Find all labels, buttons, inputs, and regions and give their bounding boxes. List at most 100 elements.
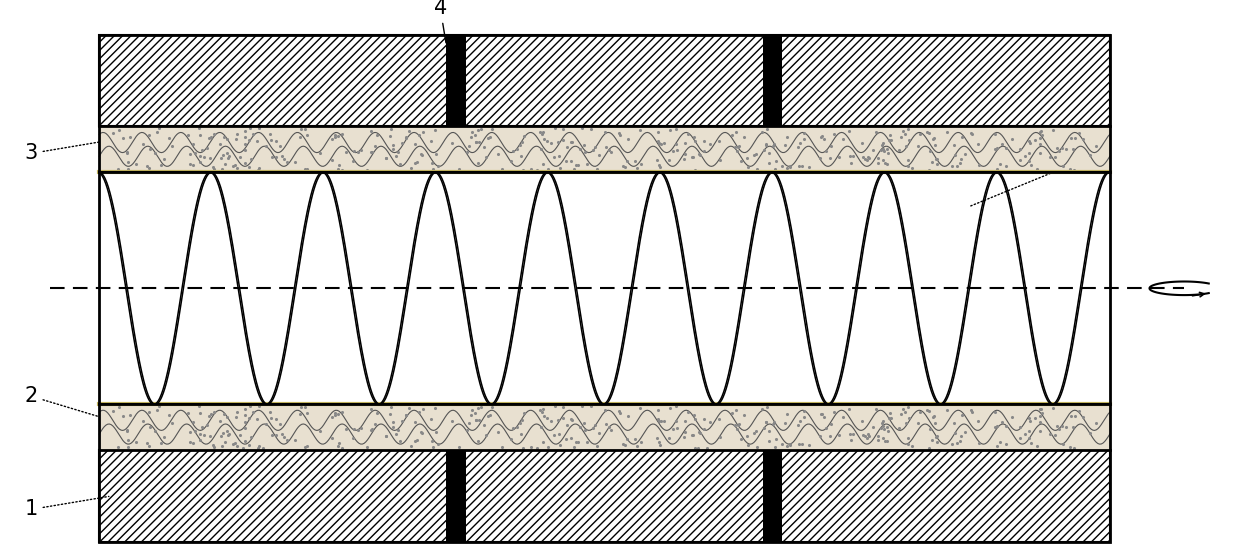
Point [587, 442, 606, 451]
Point [533, 437, 553, 446]
Point [1064, 166, 1084, 175]
Point [295, 125, 315, 134]
Point [880, 136, 900, 145]
Point [711, 155, 730, 164]
Point [573, 402, 593, 411]
Point [898, 402, 918, 411]
Text: 3: 3 [25, 141, 109, 163]
Point [1064, 444, 1084, 453]
Point [267, 430, 286, 439]
Point [210, 417, 229, 426]
Point [223, 162, 243, 171]
Point [205, 129, 224, 138]
Point [738, 162, 758, 171]
Point [725, 127, 745, 136]
Point [673, 154, 693, 163]
Point [694, 414, 714, 423]
Point [727, 147, 746, 156]
Point [544, 431, 564, 440]
Point [253, 166, 273, 175]
Point [919, 165, 939, 174]
Point [660, 434, 680, 442]
Text: 1: 1 [25, 497, 109, 519]
Point [248, 444, 268, 453]
Point [920, 424, 940, 433]
Point [295, 403, 315, 412]
Point [961, 406, 981, 415]
Point [873, 418, 893, 427]
Point [118, 157, 138, 166]
Point [651, 139, 671, 148]
Point [756, 418, 776, 427]
Point [689, 150, 709, 158]
Point [512, 415, 532, 424]
Point [738, 440, 758, 449]
Point [1002, 413, 1022, 422]
Point [218, 153, 238, 162]
Point [618, 156, 637, 165]
Point [218, 431, 238, 440]
Point [413, 405, 433, 414]
Point [466, 138, 486, 147]
Bar [99, 35, 1110, 127]
Bar [763, 450, 782, 542]
Point [113, 411, 133, 420]
Point [874, 158, 894, 167]
Point [919, 443, 939, 452]
Point [1080, 151, 1100, 160]
Point [425, 403, 445, 412]
Point [392, 138, 412, 147]
Point [210, 139, 229, 148]
Point [873, 144, 893, 153]
Point [952, 133, 972, 142]
Text: 4: 4 [434, 0, 446, 43]
Point [565, 160, 585, 169]
Point [211, 431, 231, 440]
Point [227, 412, 247, 421]
Point [921, 158, 941, 167]
Point [753, 405, 773, 414]
Point [529, 127, 549, 136]
Point [682, 431, 702, 440]
Point [409, 130, 429, 139]
Point [212, 442, 232, 451]
Point [198, 133, 218, 142]
Point [332, 130, 352, 139]
Point [548, 415, 568, 424]
Point [532, 145, 552, 153]
Point [405, 417, 425, 426]
Point [795, 135, 815, 144]
Point [227, 163, 247, 172]
Point [853, 153, 873, 162]
Point [821, 419, 841, 428]
Point [789, 421, 808, 430]
Point [1053, 439, 1073, 448]
Point [482, 402, 502, 411]
Point [185, 426, 205, 435]
Point [601, 147, 621, 156]
Point [549, 151, 569, 160]
Point [1027, 442, 1047, 451]
Point [489, 150, 508, 158]
Point [480, 410, 500, 419]
Point [513, 409, 533, 418]
Point [469, 137, 489, 146]
Point [203, 163, 223, 172]
Point [249, 124, 269, 133]
Point [236, 424, 255, 432]
Point [682, 153, 702, 162]
Point [1040, 430, 1060, 439]
Point [429, 161, 449, 170]
Point [133, 139, 153, 148]
Point [507, 422, 527, 431]
Point [217, 135, 237, 144]
Point [120, 132, 140, 141]
Point [763, 420, 782, 429]
Point [151, 160, 171, 169]
Point [775, 141, 795, 150]
Point [291, 402, 311, 411]
Point [916, 128, 936, 137]
Point [777, 132, 797, 141]
Point [899, 156, 919, 165]
Point [1018, 426, 1038, 435]
